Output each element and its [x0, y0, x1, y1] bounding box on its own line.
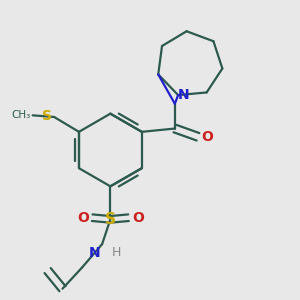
Text: N: N: [178, 88, 189, 102]
Text: O: O: [132, 211, 144, 225]
Text: O: O: [77, 211, 89, 225]
Text: CH₃: CH₃: [12, 110, 31, 120]
Text: O: O: [201, 130, 213, 144]
Text: N: N: [89, 246, 100, 260]
Text: S: S: [43, 109, 52, 123]
Text: H: H: [112, 246, 122, 259]
Text: S: S: [105, 212, 116, 227]
